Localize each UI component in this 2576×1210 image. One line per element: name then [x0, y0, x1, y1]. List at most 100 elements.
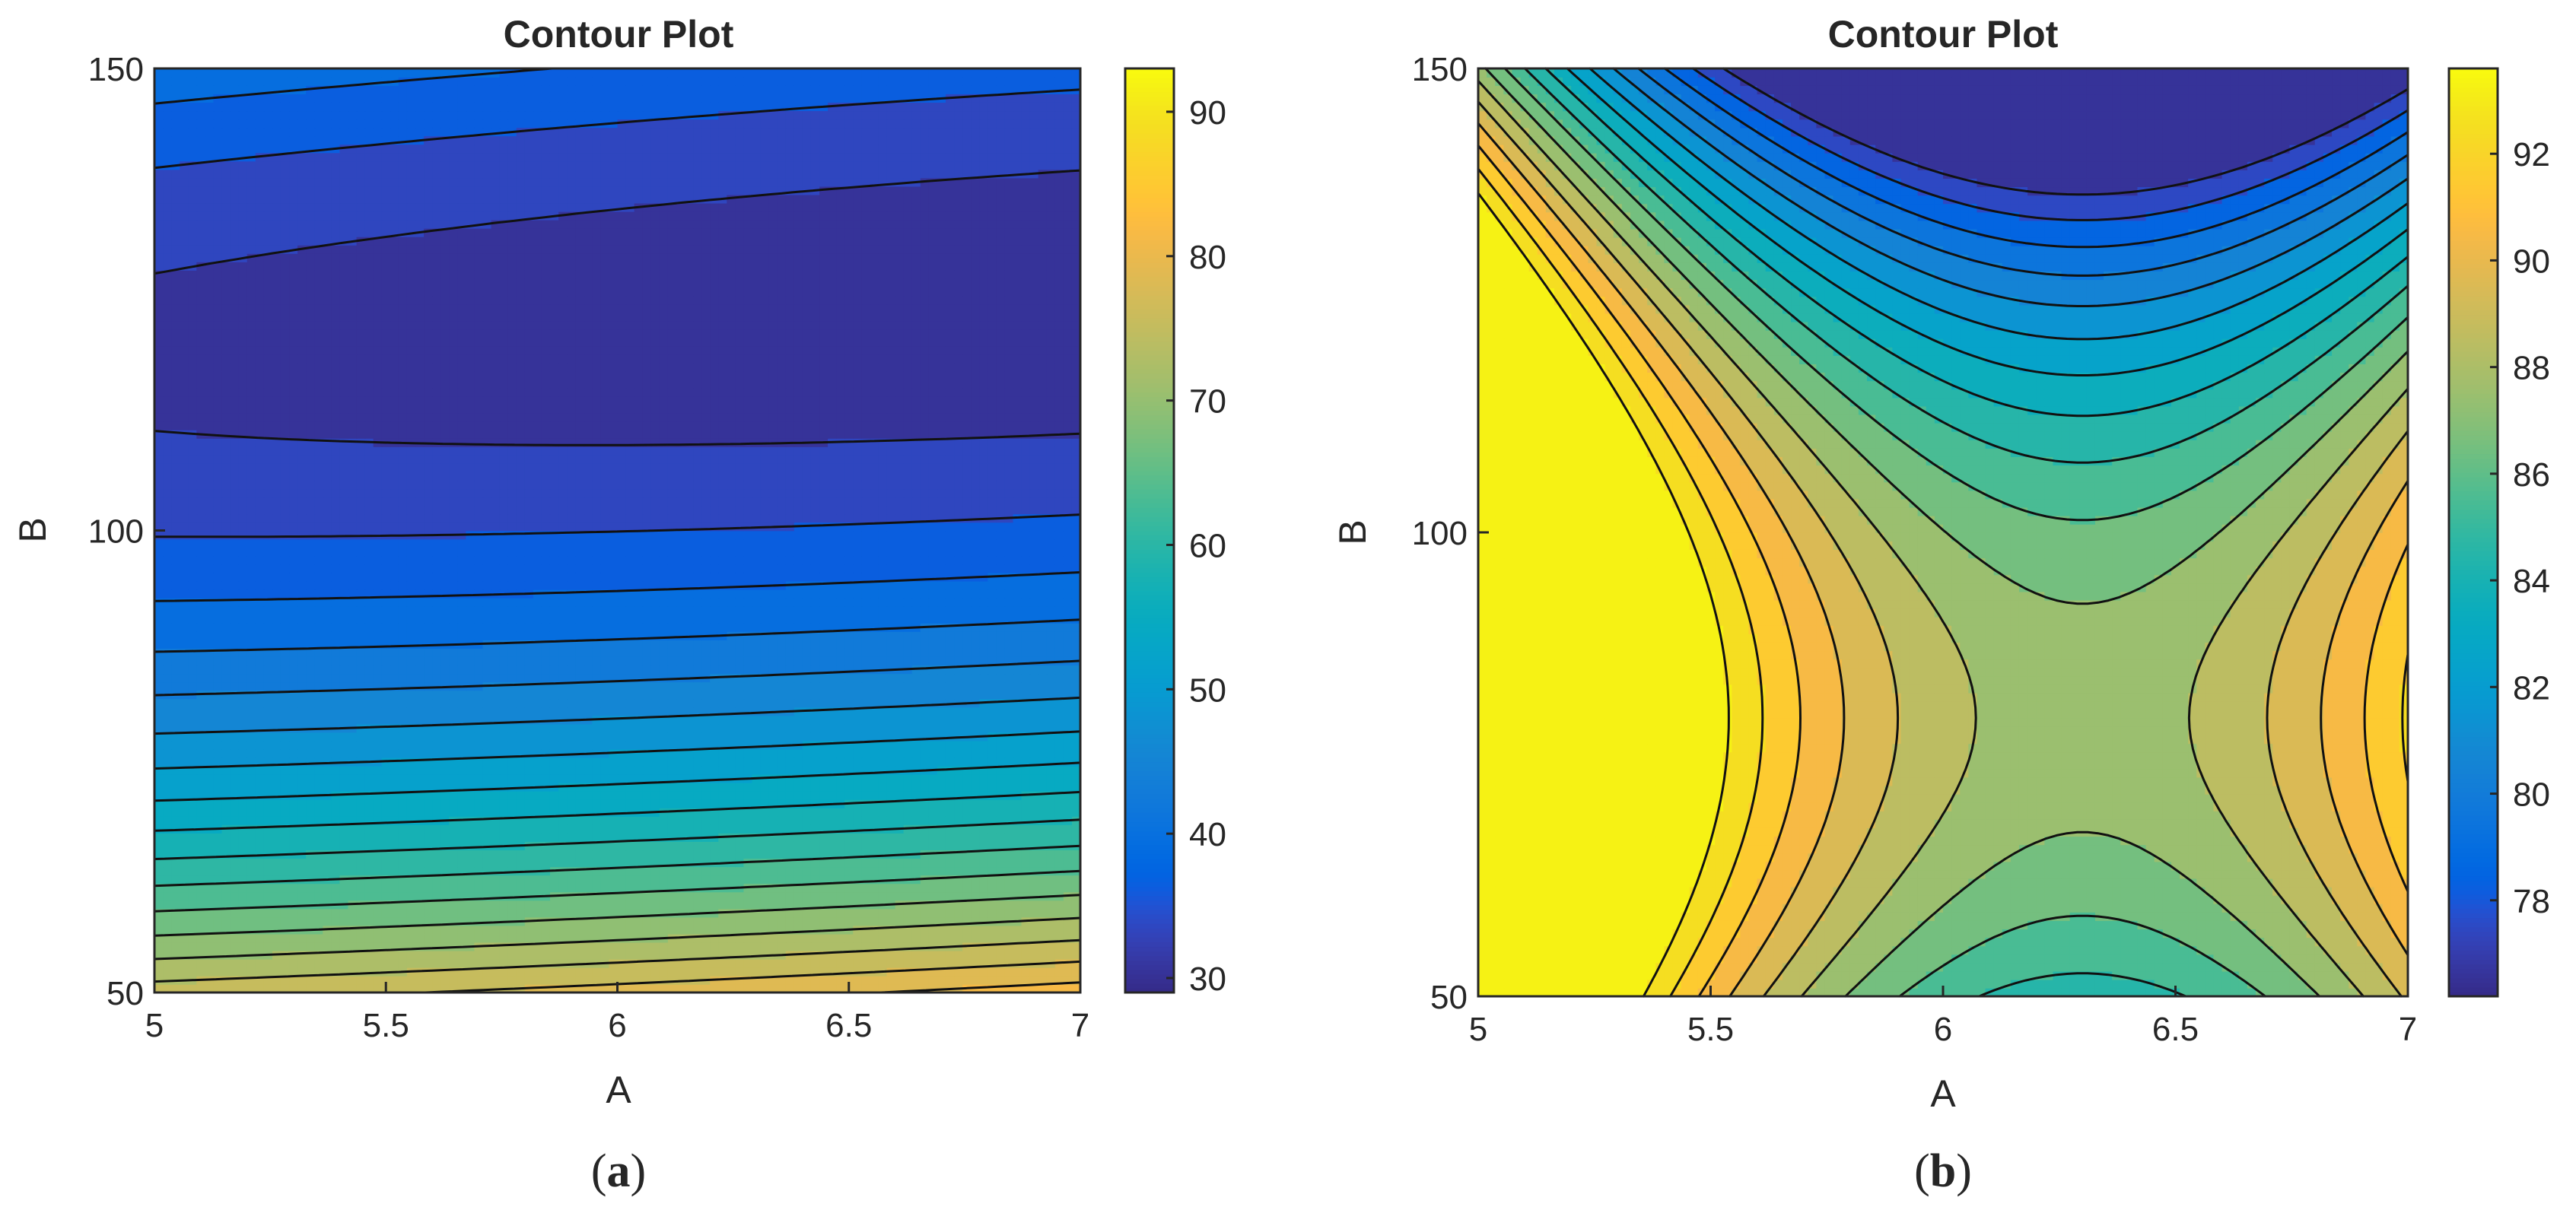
contour-fill-cell: [836, 748, 846, 758]
contour-fill-cell: [314, 891, 324, 901]
contour-fill-cell: [768, 900, 778, 910]
contour-fill-cell: [609, 883, 619, 893]
contour-fill-cell: [280, 748, 290, 758]
contour-fill-cell: [424, 723, 433, 733]
contour-fill-cell: [1021, 824, 1031, 834]
contour-fill-cell: [777, 967, 787, 977]
contour-fill-cell: [802, 648, 812, 657]
contour-fill-cell: [861, 916, 871, 926]
contour-fill-cell: [945, 900, 955, 910]
contour-fill-cell: [238, 740, 248, 750]
contour-fill-cell: [154, 850, 164, 859]
contour-fill-cell: [432, 858, 441, 868]
contour-fill-cell: [196, 640, 206, 649]
contour-fill-cell: [180, 925, 189, 935]
contour-fill-cell: [836, 640, 846, 649]
contour-fill-cell: [642, 824, 652, 834]
contour-fill-cell: [617, 773, 627, 783]
contour-fill-cell: [971, 916, 981, 926]
contour-fill-cell: [263, 975, 273, 985]
contour-fill-cell: [575, 908, 585, 918]
contour-fill-cell: [592, 614, 602, 624]
contour-fill-cell: [979, 866, 989, 876]
contour-fill-cell: [263, 958, 273, 968]
contour-fill-cell: [870, 623, 879, 632]
contour-fill-cell: [634, 908, 644, 918]
contour-fill-cell: [667, 875, 677, 884]
contour-fill-cell: [870, 614, 879, 624]
contour-fill-cell: [221, 942, 231, 951]
contour-fill-cell: [650, 614, 660, 624]
contour-fill-cell: [474, 665, 484, 675]
contour-fill-cell: [609, 858, 619, 868]
contour-fill-cell: [802, 698, 812, 708]
contour-fill-cell: [785, 623, 795, 632]
contour-fill-cell: [280, 808, 290, 817]
contour-fill-cell: [331, 765, 341, 775]
contour-fill-cell: [718, 933, 728, 943]
contour-fill-cell: [205, 782, 215, 792]
contour-fill-cell: [524, 648, 534, 657]
contour-fill-cell: [828, 875, 837, 884]
contour-fill-cell: [810, 975, 820, 985]
contour-fill-cell: [727, 732, 736, 742]
contour-fill-cell: [592, 631, 602, 640]
contour-fill-cell: [979, 824, 989, 834]
contour-fill-cell: [810, 656, 820, 666]
contour-fill-cell: [844, 656, 854, 666]
contour-fill-cell: [819, 656, 828, 666]
contour-fill-cell: [954, 933, 963, 943]
contour-fill-cell: [793, 698, 803, 708]
contour-fill-cell: [870, 773, 879, 783]
contour-fill-cell: [297, 975, 307, 985]
contour-fill-cell: [853, 975, 863, 985]
contour-fill-cell: [339, 916, 349, 926]
contour-fill-cell: [768, 983, 778, 993]
contour-fill-cell: [524, 875, 534, 884]
contour-fill-cell: [777, 833, 787, 842]
contour-fill-cell: [289, 765, 298, 775]
contour-fill-cell: [364, 824, 374, 834]
contour-fill-cell: [188, 723, 198, 733]
contour-fill-cell: [752, 648, 762, 657]
contour-fill-cell: [1038, 799, 1048, 808]
contour-fill-cell: [533, 698, 542, 708]
contour-fill-cell: [853, 933, 863, 943]
contour-fill-cell: [196, 866, 206, 876]
contour-fill-cell: [752, 967, 762, 977]
contour-fill-cell: [962, 757, 972, 767]
contour-fill-cell: [903, 799, 913, 808]
contour-fill-cell: [634, 648, 644, 657]
contour-fill-cell: [701, 850, 711, 859]
contour-fill-cell: [676, 782, 685, 792]
contour-fill-cell: [954, 967, 963, 977]
contour-fill-cell: [701, 900, 711, 910]
contour-fill-cell: [802, 908, 812, 918]
contour-fill-cell: [516, 614, 526, 624]
contour-fill-cell: [592, 925, 602, 935]
contour-fill-cell: [567, 916, 576, 926]
contour-fill-cell: [1004, 773, 1014, 783]
contour-fill-cell: [600, 891, 610, 901]
contour-fill-cell: [516, 790, 526, 800]
contour-fill-cell: [962, 715, 972, 725]
contour-fill-cell: [398, 707, 408, 716]
contour-fill-cell: [853, 665, 863, 675]
contour-fill-cell: [491, 925, 501, 935]
contour-fill-cell: [424, 799, 433, 808]
contour-fill-cell: [1046, 790, 1056, 800]
contour-fill-cell: [971, 808, 981, 817]
contour-fill-cell: [828, 858, 837, 868]
contour-fill-cell: [962, 916, 972, 926]
contour-fill-cell: [415, 656, 425, 666]
contour-fill-cell: [701, 866, 711, 876]
contour-fill-cell: [558, 623, 568, 632]
contour-fill-cell: [752, 958, 762, 968]
contour-fill-cell: [440, 623, 450, 632]
contour-fill-cell: [659, 841, 669, 851]
contour-fill-cell: [1029, 665, 1039, 675]
contour-fill-cell: [810, 983, 820, 993]
contour-fill-cell: [802, 858, 812, 868]
contour-fill-cell: [356, 942, 366, 951]
contour-fill-cell: [659, 757, 669, 767]
